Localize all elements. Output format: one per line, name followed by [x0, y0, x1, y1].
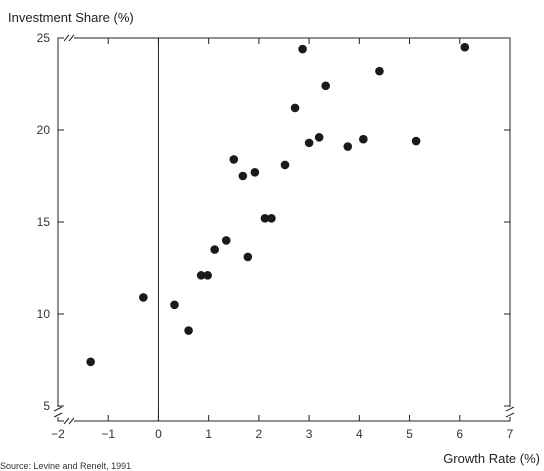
scatter-point: [267, 214, 276, 223]
scatter-point: [139, 293, 148, 302]
y-axis-title: Investment Share (%): [8, 10, 134, 25]
y-tick-label: 10: [37, 307, 51, 321]
y-tick-label: 25: [37, 31, 51, 45]
scatter-point: [170, 300, 179, 310]
y-tick-label: 5: [43, 399, 50, 413]
scatter-point: [359, 134, 368, 144]
x-tick-label: 5: [406, 427, 413, 441]
y-axis-break-left: [53, 406, 63, 418]
data-points: [86, 42, 470, 367]
scatter-point: [260, 214, 270, 223]
scatter-point: [375, 66, 384, 76]
x-tick-label: 6: [456, 427, 463, 441]
x-tick-label: 1: [205, 427, 212, 441]
y-tick-label: 15: [37, 215, 51, 229]
scatter-point: [298, 44, 307, 54]
plot-area: [57, 37, 511, 422]
scatter-point: [460, 42, 470, 52]
scatter-point: [343, 142, 353, 151]
scatter-point: [304, 138, 314, 148]
scatter-point: [280, 160, 290, 170]
scatter-point: [86, 357, 95, 367]
scatter-point: [238, 171, 248, 181]
source-note: Source: Levine and Renelt, 1991: [0, 461, 131, 471]
scatter-point: [250, 168, 260, 177]
scatter-point: [314, 133, 324, 142]
x-tick-label: −2: [51, 427, 65, 441]
x-axis-break-top: [63, 34, 75, 42]
scatter-point: [196, 271, 206, 280]
x-tick-label: 7: [507, 427, 514, 441]
y-tick-label: 20: [37, 123, 51, 137]
y-axis: 5 10 15 20 25: [37, 31, 510, 413]
scatter-point: [210, 245, 219, 254]
x-tick-label: 2: [256, 427, 263, 441]
scatter-point: [243, 252, 253, 262]
x-axis-break-bottom: [63, 417, 75, 425]
scatter-point: [221, 236, 231, 245]
scatter-point: [411, 136, 421, 146]
scatter-point: [290, 103, 300, 113]
scatter-point: [229, 155, 239, 164]
x-tick-label: 4: [356, 427, 363, 441]
x-tick-label: −1: [101, 427, 115, 441]
scatter-point: [203, 271, 212, 280]
y-axis-break-right: [505, 406, 515, 418]
x-axis: −2 −1 0 1 2 3 4 5 6 7: [51, 38, 514, 441]
x-tick-label: 3: [306, 427, 313, 441]
axis-breaks: [53, 34, 515, 425]
x-tick-label: 0: [155, 427, 162, 441]
scatter-point: [321, 81, 330, 91]
scatter-point: [184, 326, 193, 335]
x-axis-title: Growth Rate (%): [443, 451, 540, 466]
